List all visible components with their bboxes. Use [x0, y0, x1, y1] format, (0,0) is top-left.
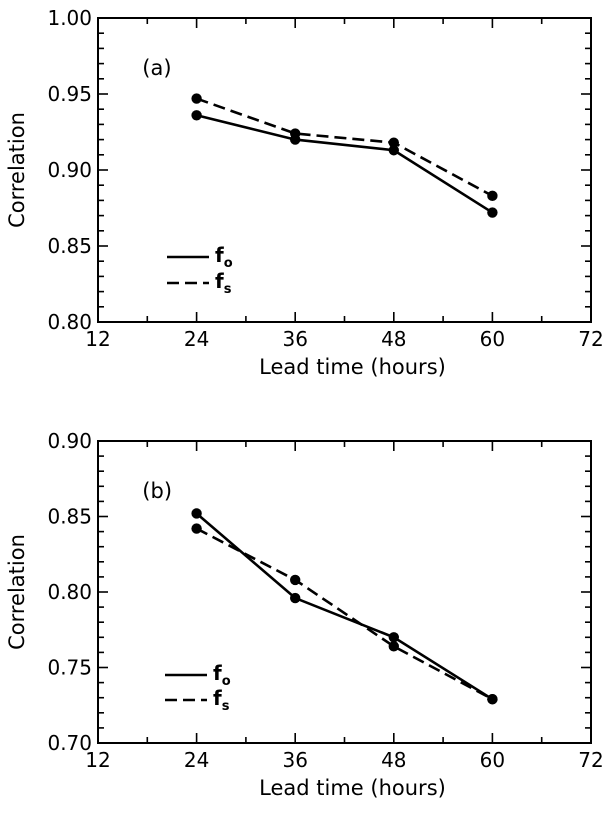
data-point-fo: [388, 145, 399, 156]
y-tick-label: 0.85: [47, 234, 92, 258]
legend-label-fo: fo: [215, 243, 233, 271]
x-tick-label: 48: [381, 327, 406, 351]
data-point-fs: [290, 574, 301, 586]
x-tick-label: 24: [184, 748, 209, 772]
x-tick-label: 12: [85, 327, 110, 351]
data-point-fo: [487, 207, 498, 218]
x-tick-label: 36: [282, 748, 307, 772]
legend-label-main: f: [213, 661, 222, 685]
x-tick-label: 24: [184, 327, 209, 351]
x-tick-label: 12: [85, 748, 110, 772]
data-point-fs: [388, 137, 399, 148]
legend-label-fs: fs: [213, 686, 230, 714]
series-line-fo: [196, 114, 494, 214]
series-line-fs: [196, 97, 494, 197]
x-tick-label: 36: [282, 327, 307, 351]
data-point-fs: [290, 128, 301, 139]
y-tick-label: 0.80: [47, 310, 92, 334]
y-axis-label: Correlation: [5, 112, 29, 228]
data-point-fo: [191, 508, 202, 519]
chart-panel-a: 12 24 36 48 60 72 0.80 0.85 0.90 0.95 1.00 Lead tim…: [5, 6, 604, 379]
data-point-fs: [388, 641, 399, 652]
x-tick-label: 60: [480, 748, 505, 772]
y-tick-label: 0.70: [47, 731, 92, 755]
data-point-fs: [191, 523, 202, 534]
legend-label-subscript: s: [224, 282, 232, 297]
panel-label: (a): [142, 56, 171, 80]
x-tick-label: 48: [381, 748, 406, 772]
x-tick-label: 60: [480, 327, 505, 351]
data-point-fo: [290, 592, 301, 604]
plot-frame: [97, 17, 592, 323]
data-point-fs: [487, 694, 498, 705]
data-point-fs: [487, 190, 498, 202]
legend-label-subscript: o: [224, 256, 233, 271]
y-tick-label: 0.90: [47, 429, 92, 453]
x-axis-label: Lead time (hours): [259, 355, 446, 379]
x-tick-label: 72: [578, 327, 603, 351]
series-line-fs: [195, 527, 494, 701]
panel-label: (b): [142, 479, 172, 503]
y-tick-label: 0.80: [47, 580, 92, 604]
legend-label-main: f: [215, 269, 224, 293]
data-point-fo: [191, 110, 202, 121]
y-axis-label: Correlation: [5, 534, 29, 650]
legend-label-main: f: [215, 243, 224, 267]
series-line-fo: [195, 512, 494, 701]
x-axis-label: Lead time (hours): [259, 776, 446, 800]
y-tick-label: 0.90: [47, 158, 92, 182]
legend-label-subscript: o: [222, 674, 231, 689]
y-tick-label: 0.85: [47, 505, 92, 529]
legend-label-fo: fo: [213, 661, 231, 689]
y-tick-label: 0.95: [47, 82, 92, 106]
x-tick-label: 72: [578, 748, 603, 772]
legend-label-subscript: s: [222, 699, 230, 714]
legend-label-fs: fs: [215, 269, 232, 297]
data-point-fs: [191, 93, 202, 104]
chart-panel-b: 12 24 36 48 60 72 0.70 0.75 0.80 0.85 0.90 Lead tim…: [5, 429, 604, 800]
y-tick-label: 1.00: [47, 6, 92, 30]
data-point-fo: [388, 632, 399, 643]
y-tick-label: 0.75: [47, 656, 92, 680]
legend-label-main: f: [213, 686, 222, 710]
